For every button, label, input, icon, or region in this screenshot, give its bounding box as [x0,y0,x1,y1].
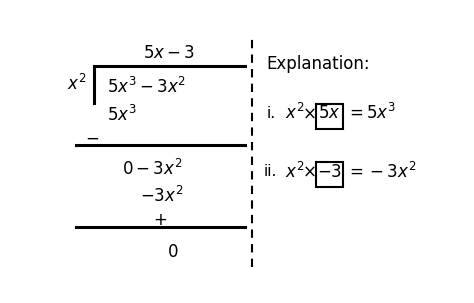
Text: $-3$: $-3$ [317,163,342,181]
Text: $-$: $-$ [85,129,99,147]
Text: $x^2$: $x^2$ [285,103,304,123]
Text: $\times$: $\times$ [301,104,315,122]
Text: $5x^3$: $5x^3$ [107,105,137,125]
Text: $= -3x^2$: $= -3x^2$ [346,161,416,182]
Text: $5x$: $5x$ [319,104,341,122]
Text: $+$: $+$ [153,211,167,228]
Text: $= 5x^3$: $= 5x^3$ [346,103,396,123]
Text: $- 3x^2$: $- 3x^2$ [140,186,183,206]
Text: Explanation:: Explanation: [267,55,370,73]
Text: $5x - 3$: $5x - 3$ [144,44,195,62]
Text: i.: i. [267,106,276,121]
Bar [316,162,343,187]
Text: ii.: ii. [263,164,276,179]
Text: $x^2$: $x^2$ [285,161,304,182]
Text: $5x^3- 3x^2$: $5x^3- 3x^2$ [107,76,186,97]
Text: $0 - 3x^2$: $0 - 3x^2$ [122,159,182,179]
Text: $x^2$: $x^2$ [66,74,86,94]
Bar [316,104,343,128]
Text: $0$: $0$ [167,243,179,261]
Text: $\times$: $\times$ [301,163,315,181]
